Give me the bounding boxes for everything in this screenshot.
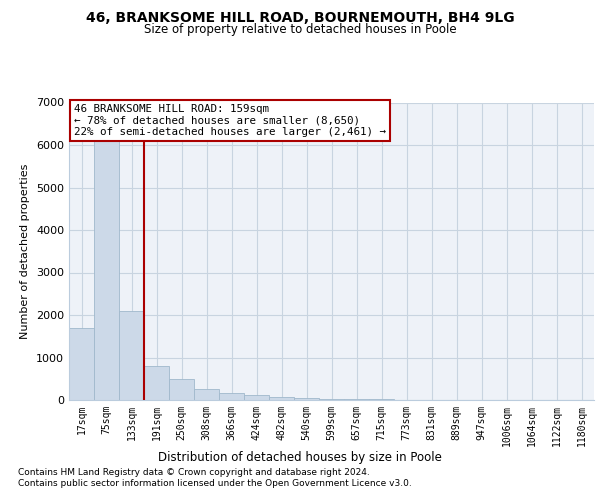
Bar [269, 397, 294, 400]
Bar [119, 310, 144, 400]
Text: Contains public sector information licensed under the Open Government Licence v3: Contains public sector information licen… [18, 479, 412, 488]
Text: 46 BRANKSOME HILL ROAD: 159sqm
← 78% of detached houses are smaller (8,650)
22% : 46 BRANKSOME HILL ROAD: 159sqm ← 78% of … [74, 104, 386, 137]
Bar [319, 398, 344, 400]
Bar [244, 394, 269, 400]
Bar [194, 390, 219, 400]
Bar [344, 399, 369, 400]
Bar [169, 379, 194, 400]
Text: 46, BRANKSOME HILL ROAD, BOURNEMOUTH, BH4 9LG: 46, BRANKSOME HILL ROAD, BOURNEMOUTH, BH… [86, 10, 514, 24]
Y-axis label: Number of detached properties: Number of detached properties [20, 164, 31, 339]
Bar [94, 124, 119, 400]
Bar [294, 398, 319, 400]
Bar [69, 328, 94, 400]
Bar [219, 393, 244, 400]
Text: Size of property relative to detached houses in Poole: Size of property relative to detached ho… [143, 22, 457, 36]
Text: Distribution of detached houses by size in Poole: Distribution of detached houses by size … [158, 451, 442, 464]
Text: Contains HM Land Registry data © Crown copyright and database right 2024.: Contains HM Land Registry data © Crown c… [18, 468, 370, 477]
Bar [144, 366, 169, 400]
